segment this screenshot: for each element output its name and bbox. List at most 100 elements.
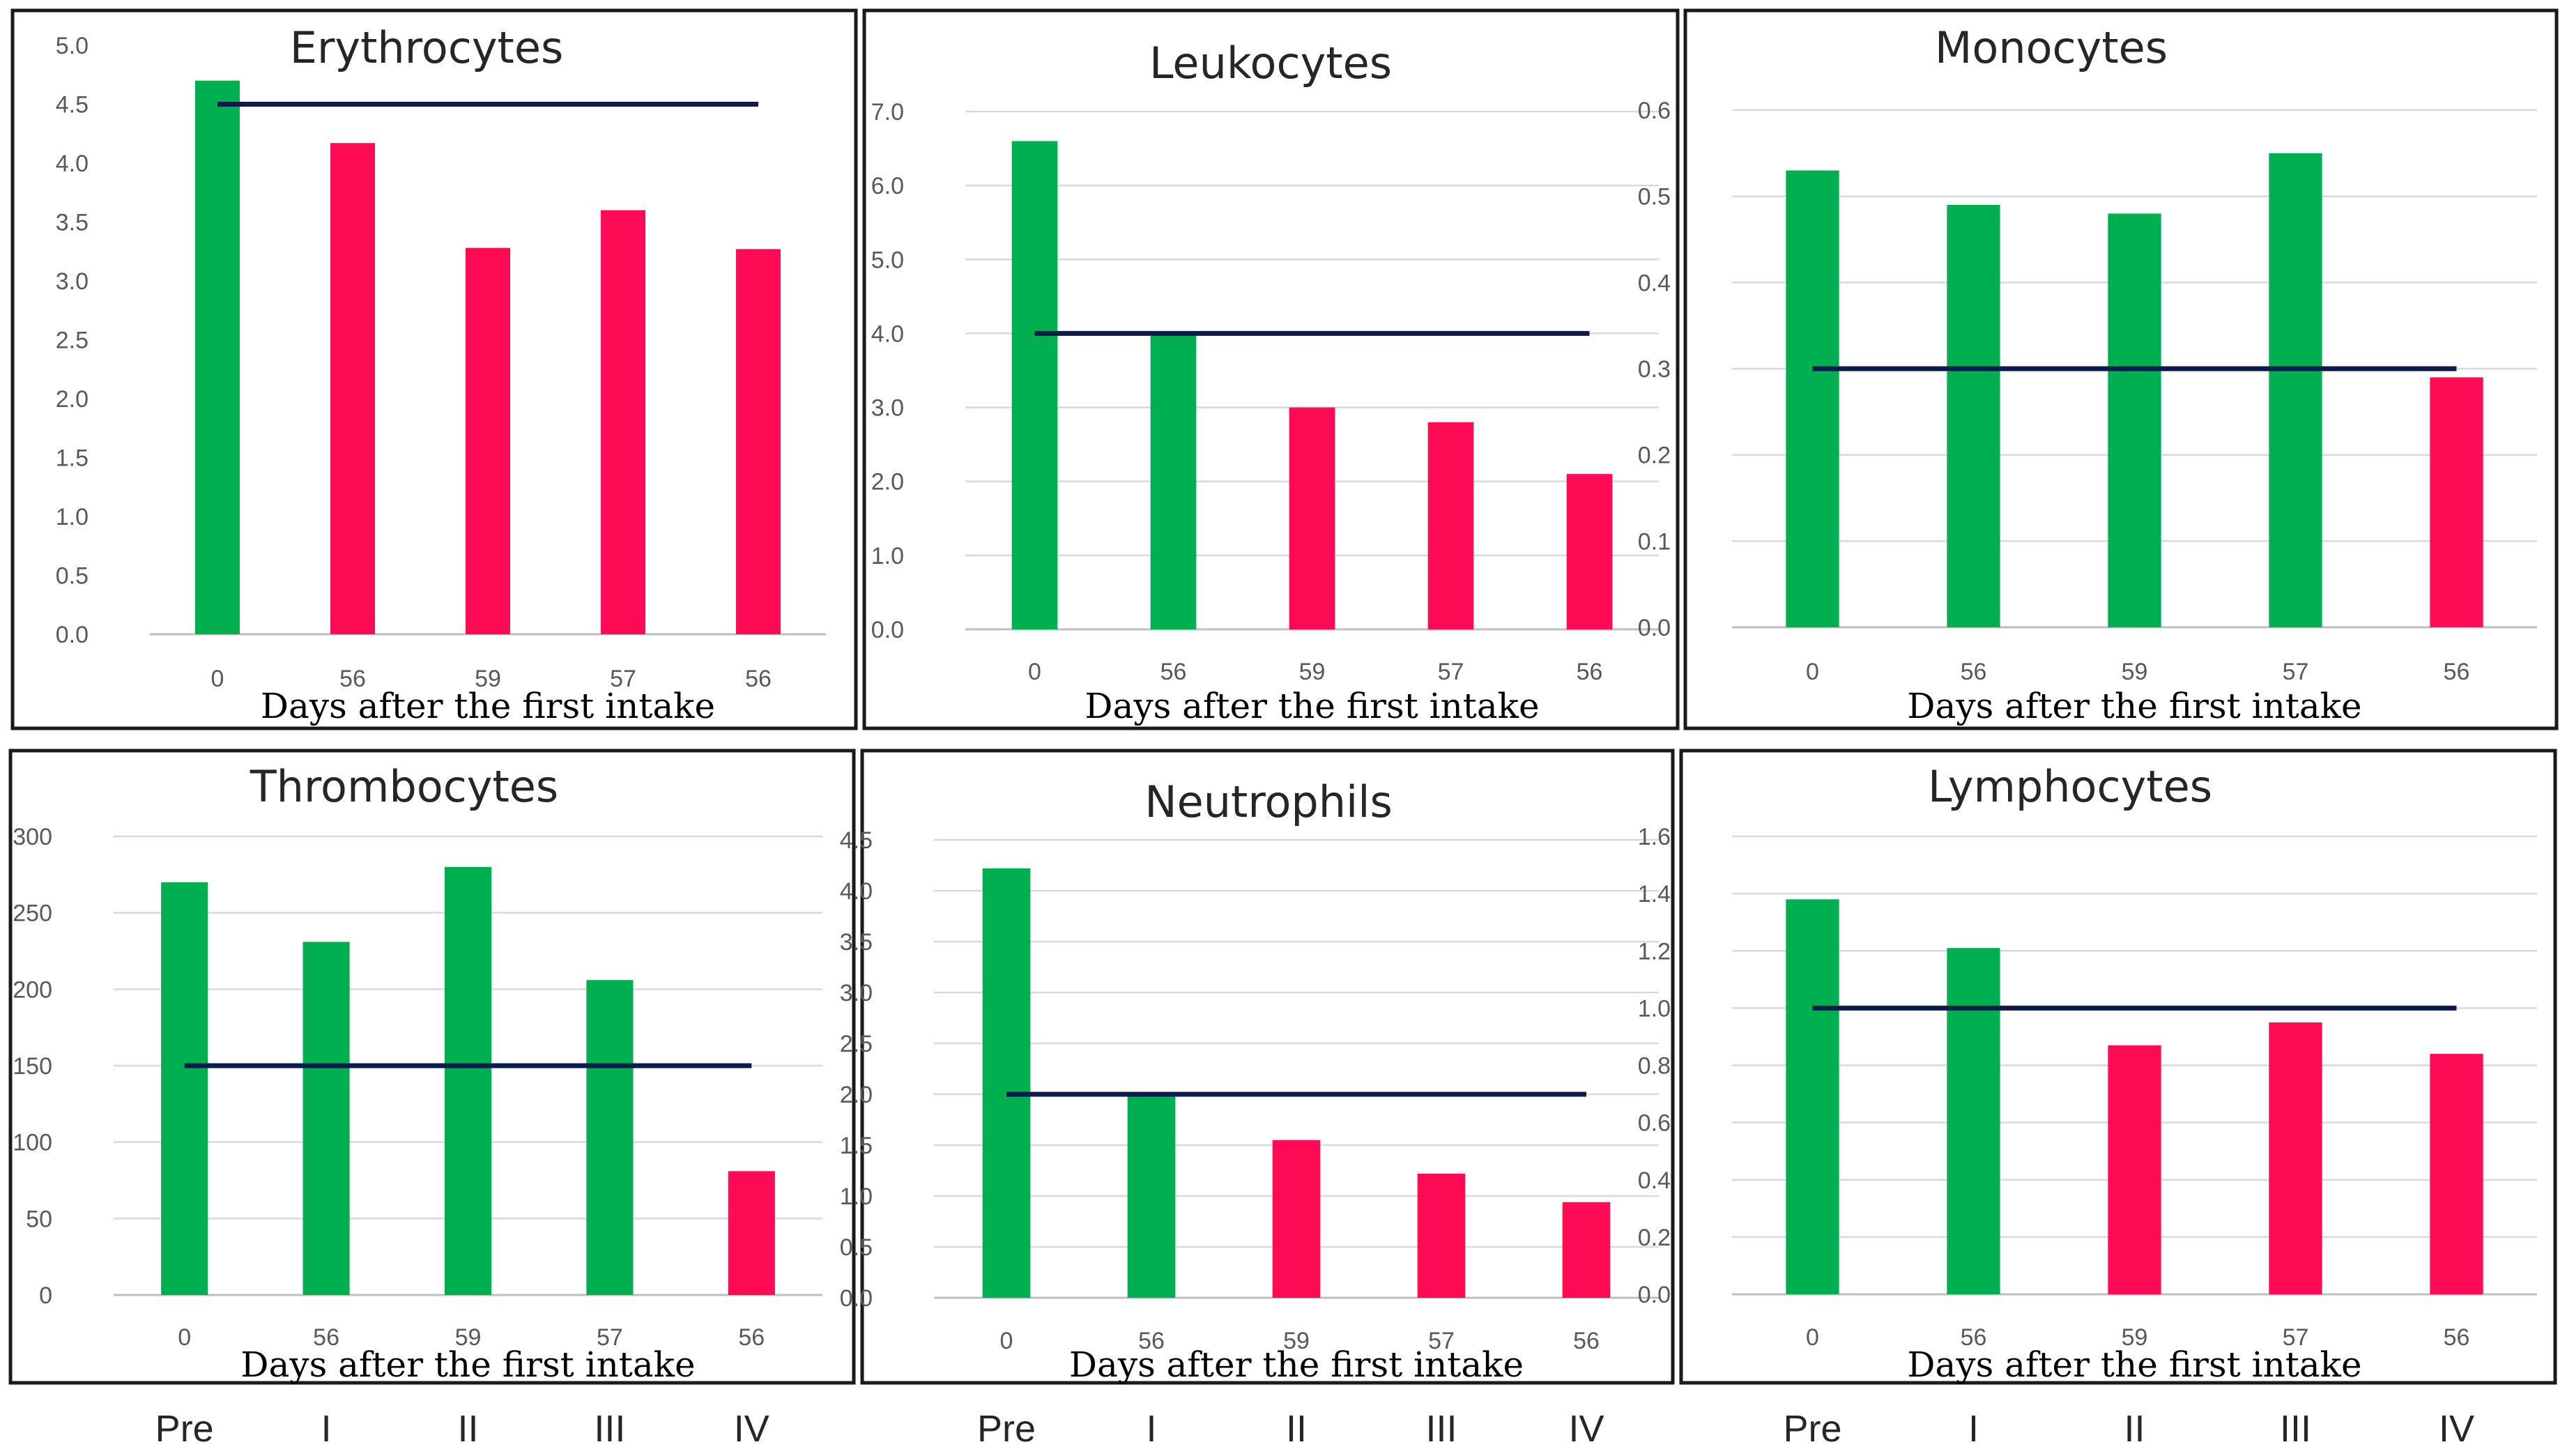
x-tick-label: 0 [178,1324,191,1351]
bar-leukocytes-3 [1427,422,1474,629]
y-tick-label: 100 [13,1130,52,1156]
x-tick-label: 59 [2122,1324,2148,1351]
x-tick-label: 57 [2283,659,2309,685]
x-tick-label: 56 [339,666,366,692]
y-tick-label: 0.3 [1638,356,1671,383]
panel-frame [862,8,1680,730]
x-tick-label: 57 [2283,1324,2309,1351]
panel-monocytes: 0.0 0.1 0.2 0.3 0.4 0.5 0.6 0 56 59 57 56 Monocytes D… [1638,8,2559,730]
x-tick-label: 0 [1028,659,1041,685]
y-tick-label: 3.0 [840,980,873,1006]
bar-leukocytes-4 [1566,474,1613,629]
bar-lymphocytes-2 [2108,1045,2161,1294]
x-tick-label: 0 [1806,1324,1819,1351]
x-tick-label: 59 [2122,659,2148,685]
y-tick-label: 200 [13,976,52,1003]
y-tick-label: 4.5 [840,827,873,854]
panel-lymphocytes: 0.0 0.2 0.4 0.6 0.8 1.0 1.2 1.4 1.6 0 56 59 57 56 Lymp… [1638,749,2557,1385]
y-tick-label: 300 [13,824,52,850]
bar-lymphocytes-0 [1786,899,1839,1294]
x-tick-label: 56 [2444,659,2470,685]
y-tick-label: 6.0 [871,173,904,199]
y-tick-label: 0.6 [1638,1110,1671,1137]
phase-label: Pre [1783,1408,1841,1450]
y-tick-label: 4.0 [840,878,873,905]
x-tick-label: 56 [1138,1328,1165,1354]
x-tick-label: 56 [1573,1328,1600,1354]
y-tick-label: 1.6 [1638,824,1671,850]
bar-erythrocytes-1 [330,143,376,634]
bar-thrombocytes-2 [444,866,492,1295]
bar-monocytes-0 [1786,170,1839,628]
x-tick-label: 56 [1160,659,1187,685]
panel-title: Thrombocytes [250,761,558,812]
x-tick-label: 0 [1806,659,1819,685]
panel-title: Monocytes [1935,22,2168,73]
x-tick-label: 56 [1577,659,1603,685]
bar-monocytes-3 [2269,153,2322,628]
x-tick-label: 59 [475,666,501,692]
phase-label: I [1146,1408,1156,1450]
y-tick-label: 1.0 [1638,995,1671,1022]
x-tick-label: 59 [455,1324,482,1351]
bar-monocytes-4 [2430,377,2483,627]
y-tick-label: 0.5 [840,1234,873,1261]
x-tick-label: 56 [738,1324,765,1351]
y-tick-label: 2.0 [56,386,89,413]
x-tick-label: 57 [1428,1328,1455,1354]
panel-erythrocytes: 0.0 0.5 1.0 1.5 2.0 2.5 3.0 3.5 4.0 4.5 5.0 0 56 59 57… [10,8,858,730]
phase-label: III [594,1408,625,1450]
bar-erythrocytes-4 [735,249,781,634]
y-tick-label: 1.5 [56,445,89,472]
y-tick-label: 4.0 [56,151,89,177]
bar-neutrophils-2 [1272,1140,1321,1298]
bar-neutrophils-0 [982,868,1031,1298]
bar-neutrophils-4 [1562,1202,1611,1298]
bar-neutrophils-1 [1127,1094,1176,1298]
bar-thrombocytes-3 [586,980,634,1295]
panel-title: Erythrocytes [290,22,564,73]
y-tick-label: 0.0 [1638,615,1671,641]
y-tick-label: 1.2 [1638,938,1671,965]
x-tick-label: 56 [313,1324,339,1351]
bar-erythrocytes-3 [600,210,646,635]
bar-neutrophils-3 [1417,1173,1466,1298]
y-tick-label: 150 [13,1053,52,1080]
x-tick-label: 56 [1961,1324,1987,1351]
bar-leukocytes-2 [1289,407,1335,629]
x-axis-title: Days after the first intake [1069,1344,1524,1385]
y-tick-label: 0 [39,1282,52,1309]
x-tick-label: 57 [597,1324,623,1351]
y-tick-label: 0.6 [1638,98,1671,124]
panel-leukocytes: 0.0 1.0 2.0 3.0 4.0 5.0 6.0 7.0 0 56 59 57 56 Leukocy… [862,8,1680,730]
phase-label: IV [2439,1408,2474,1450]
y-tick-label: 0.1 [1638,528,1671,555]
panel-neutrophils: 0.0 0.5 1.0 1.5 2.0 2.5 3.0 3.5 4.0 4.5 0 56 59 57 56 N… [840,749,1675,1385]
y-tick-label: 2.5 [840,1031,873,1057]
y-tick-label: 0.0 [56,622,89,648]
y-tick-label: 0.8 [1638,1053,1671,1080]
y-tick-label: 0.5 [56,563,89,590]
panel-title: Neutrophils [1144,776,1393,827]
phase-label: Pre [977,1408,1036,1450]
x-tick-label: 0 [211,666,224,692]
bar-thrombocytes-0 [161,882,208,1295]
x-axis-title: Days after the first intake [1907,1344,2361,1385]
bar-monocytes-2 [2108,213,2161,627]
y-tick-label: 0.2 [1638,443,1671,469]
y-tick-label: 3.0 [56,268,89,295]
y-tick-label: 1.4 [1638,881,1671,907]
y-tick-label: 2.0 [871,469,904,496]
y-tick-label: 0.5 [1638,184,1671,210]
y-tick-label: 3.0 [871,395,904,422]
x-axis-title: Days after the first intake [1907,686,2361,726]
bar-leukocytes-0 [1011,141,1058,629]
y-tick-label: 5.0 [56,33,89,59]
y-tick-label: 250 [13,901,52,927]
x-tick-label: 57 [610,666,636,692]
bar-lymphocytes-1 [1947,948,2000,1294]
phase-label: II [1286,1408,1307,1450]
x-tick-label: 56 [745,666,772,692]
phase-label: II [457,1408,478,1450]
panel-title: Lymphocytes [1928,761,2212,812]
